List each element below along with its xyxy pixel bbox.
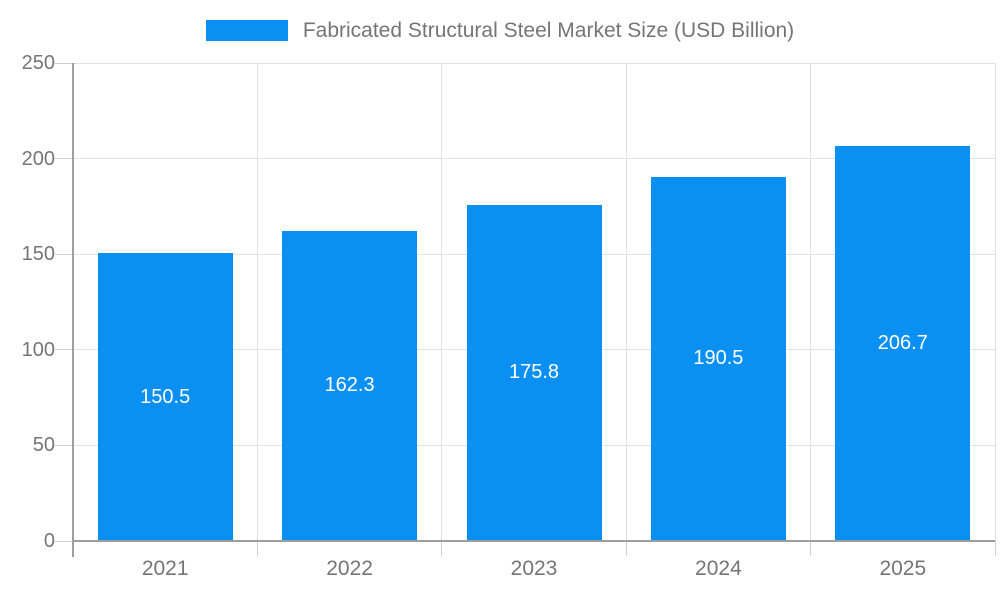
bar-2025[interactable]: 206.7 bbox=[835, 145, 971, 541]
y-axis-tick-mark bbox=[55, 349, 73, 351]
y-axis-tick-mark bbox=[55, 540, 73, 542]
gridline-vertical bbox=[441, 63, 443, 541]
gridline-vertical bbox=[256, 63, 258, 541]
legend[interactable]: Fabricated Structural Steel Market Size … bbox=[0, 20, 1000, 41]
bar-2024[interactable]: 190.5 bbox=[650, 176, 786, 541]
gridline-vertical bbox=[625, 63, 627, 541]
gridline-horizontal bbox=[73, 62, 995, 64]
plot-area: 150.5 162.3 175.8 190.5 206.7 bbox=[73, 62, 996, 541]
gridline-vertical bbox=[810, 63, 812, 541]
x-axis-tick-mark bbox=[256, 541, 258, 556]
x-axis-tick-label: 2024 bbox=[695, 557, 742, 580]
bar-value-label: 162.3 bbox=[324, 374, 375, 397]
x-axis-tick-mark bbox=[625, 541, 627, 556]
y-axis-tick-mark bbox=[55, 158, 73, 160]
y-axis-tick-mark bbox=[55, 62, 73, 64]
x-axis-tick-label: 2021 bbox=[141, 557, 189, 580]
legend-label: Fabricated Structural Steel Market Size … bbox=[302, 19, 795, 42]
bar-2023[interactable]: 175.8 bbox=[466, 204, 602, 541]
y-axis-tick-label: 200 bbox=[21, 147, 55, 170]
gridline-vertical bbox=[994, 63, 996, 541]
y-axis-line bbox=[72, 63, 74, 557]
gridline-horizontal bbox=[73, 158, 995, 160]
bar-value-label: 175.8 bbox=[508, 361, 560, 384]
y-axis-tick-label: 100 bbox=[21, 338, 55, 361]
x-axis-tick-mark bbox=[810, 541, 812, 556]
y-axis-tick-label: 150 bbox=[21, 243, 55, 266]
y-axis-tick-label: 50 bbox=[32, 434, 55, 457]
bar-2021[interactable]: 150.5 bbox=[97, 253, 233, 541]
bar-value-label: 190.5 bbox=[693, 347, 744, 370]
bar-value-label: 150.5 bbox=[140, 385, 191, 408]
bar-value-label: 206.7 bbox=[877, 331, 928, 354]
x-axis-tick-label: 2025 bbox=[879, 557, 927, 580]
y-axis-tick-mark bbox=[55, 444, 73, 446]
bar-2022[interactable]: 162.3 bbox=[282, 230, 418, 541]
y-axis-tick-mark bbox=[55, 253, 73, 255]
x-axis-line bbox=[73, 540, 995, 542]
y-axis-tick-label: 0 bbox=[43, 530, 55, 552]
x-axis-tick-mark bbox=[994, 541, 996, 556]
x-axis-tick-label: 2023 bbox=[510, 557, 558, 580]
x-axis-tick-label: 2022 bbox=[326, 557, 373, 580]
legend-swatch[interactable] bbox=[205, 20, 288, 41]
y-axis-tick-label: 250 bbox=[21, 52, 55, 74]
x-axis-tick-mark bbox=[441, 541, 443, 556]
